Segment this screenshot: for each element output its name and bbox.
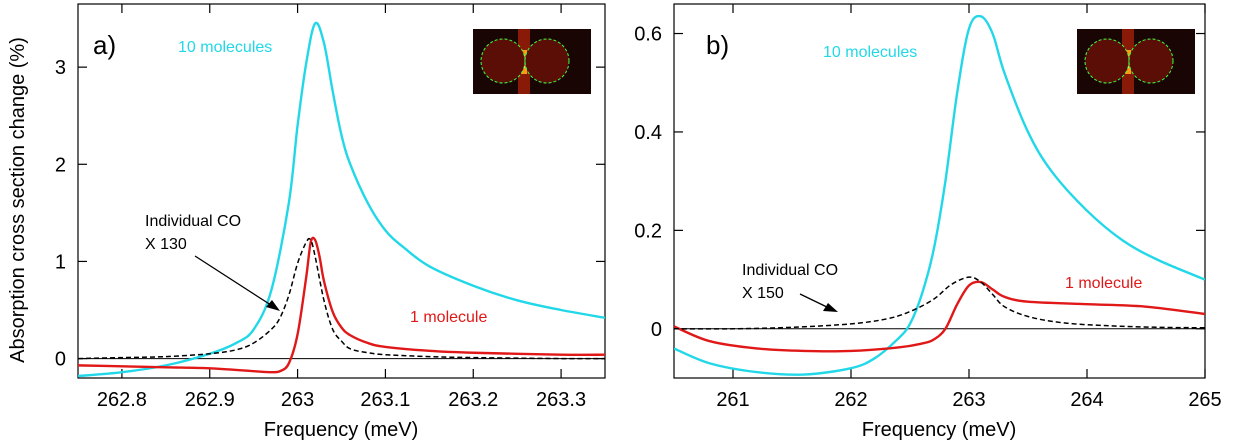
- label-scale-a: X 130: [145, 236, 187, 253]
- x-tick-label-a: 262.8: [97, 389, 147, 411]
- x-tick-label-a: 263: [281, 389, 314, 411]
- x-tick-label-a: 263.3: [536, 389, 586, 411]
- y-tick-label-b: 0.4: [634, 122, 662, 144]
- y-tick-label-a: 1: [55, 251, 66, 273]
- label-10-molecules-a: 10 molecules: [178, 39, 272, 56]
- x-axis-label-a: Frequency (meV): [264, 419, 419, 441]
- y-tick-label-a: 2: [55, 154, 66, 176]
- x-tick-label-b: 262: [834, 389, 867, 411]
- label-individual-co-a: Individual CO: [145, 213, 241, 230]
- x-tick-label-a: 263.1: [360, 389, 410, 411]
- series-line-a-one: [78, 238, 605, 372]
- panel-label-a: a): [93, 30, 116, 60]
- x-tick-label-a: 262.9: [185, 389, 235, 411]
- series-line-a-co: [78, 239, 605, 359]
- x-tick-label-b: 264: [1070, 389, 1103, 411]
- panel-b: 261 262 263 264 265 0 0.2 0.4 0.6 b) 10 molecule…: [634, 4, 1222, 441]
- arrow-b: [800, 294, 838, 312]
- y-tick-label-a: 0: [55, 349, 66, 371]
- y-axis-label: Absorption cross section change (%): [7, 37, 29, 363]
- y-tick-label-b: 0.6: [634, 24, 662, 46]
- y-tick-label-b: 0: [651, 319, 662, 341]
- y-tick-label-a: 3: [55, 57, 66, 79]
- inset-image-a: [473, 29, 591, 94]
- y-tick-label-b: 0.2: [634, 220, 662, 242]
- label-scale-b: X 150: [742, 285, 784, 302]
- arrow-a: [195, 256, 280, 311]
- x-tick-label-a: 263.2: [448, 389, 498, 411]
- x-tick-label-b: 265: [1188, 389, 1221, 411]
- x-tick-label-b: 261: [716, 389, 749, 411]
- panel-label-b: b): [706, 30, 729, 60]
- label-10-molecules-b: 10 molecules: [823, 44, 917, 61]
- x-axis-label-b: Frequency (meV): [862, 419, 1017, 441]
- panel-a: 262.8 262.9 263 263.1 263.2 263.3 0 1 2 3 a) 10 m…: [55, 4, 605, 441]
- inset-image-b: [1077, 29, 1195, 94]
- x-tick-label-b: 263: [952, 389, 985, 411]
- label-1-molecule-a: 1 molecule: [410, 309, 487, 326]
- label-individual-co-b: Individual CO: [742, 262, 838, 279]
- label-1-molecule-b: 1 molecule: [1065, 275, 1142, 292]
